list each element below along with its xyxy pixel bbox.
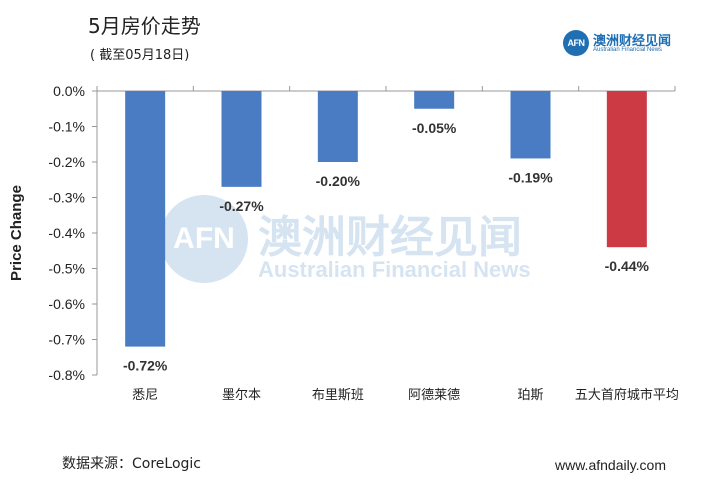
category-label: 布里斯班 <box>312 388 364 403</box>
category-label: 悉尼 <box>132 388 158 403</box>
brand-name-cn: 澳洲财经见闻 <box>593 34 672 49</box>
chart-subtitle: ( 截至05月18日) <box>90 48 190 63</box>
data-label: -0.44% <box>605 258 650 274</box>
y-tick-label: -0.3% <box>48 190 85 206</box>
chart-bars <box>125 91 647 347</box>
y-tick-label: -0.7% <box>48 332 85 348</box>
category-label: 阿德莱德 <box>408 388 460 403</box>
brand-name-en: Australian Financial News <box>593 47 663 53</box>
y-tick-label: -0.2% <box>48 154 85 170</box>
chart-title: 5月房价走势 <box>88 14 201 38</box>
y-axis-label: Price Change <box>8 185 25 281</box>
data-label: -0.05% <box>412 120 457 136</box>
website-link[interactable]: www.afndaily.com <box>555 457 667 473</box>
y-tick-label: 0.0% <box>53 83 85 99</box>
y-tick-label: -0.5% <box>48 261 85 277</box>
bar-1 <box>125 91 166 347</box>
y-tick-label: -0.1% <box>48 119 85 135</box>
category-label: 五大首府城市平均 <box>575 387 679 403</box>
bar-4 <box>414 91 455 109</box>
data-source: 数据来源：CoreLogic <box>62 456 201 472</box>
category-label: 墨尔本 <box>222 388 261 403</box>
data-label: -0.72% <box>123 358 168 374</box>
bar-6 <box>606 91 647 248</box>
data-label: -0.20% <box>316 173 361 189</box>
bar-2 <box>221 91 262 187</box>
chart-axes: 0.0% -0.1% -0.2% -0.3% -0.4% -0.5% -0.6% -0.7% -… <box>48 83 676 383</box>
brand-logo[interactable]: AFN 澳洲财经见闻 Australian Financial News <box>563 30 683 58</box>
y-tick-label: -0.4% <box>48 225 85 241</box>
bar-3 <box>317 91 358 162</box>
y-tick-label: -0.8% <box>48 367 85 383</box>
y-tick-label: -0.6% <box>48 296 85 312</box>
afn-logo-icon: AFN <box>563 30 589 56</box>
chart-labels: -0.72% 悉尼 -0.27% 墨尔本 -0.20% 布里斯班 -0.05% 阿德莱德 -0.… <box>123 120 679 403</box>
bar-5 <box>510 91 551 159</box>
data-label: -0.19% <box>508 169 553 185</box>
data-label: -0.27% <box>219 198 264 214</box>
category-label: 珀斯 <box>517 388 543 403</box>
